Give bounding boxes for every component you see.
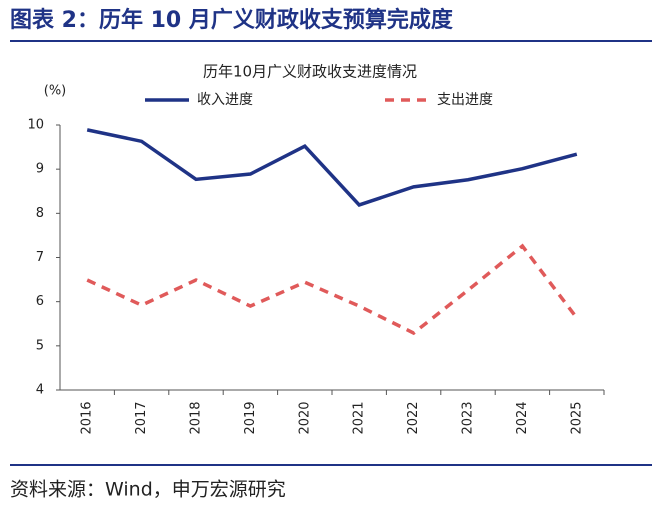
y-axis-label: (%) [44, 84, 67, 99]
x-tick-label: 2017 [134, 401, 149, 434]
y-tick-label: 4 [36, 383, 44, 398]
x-tick-label: 2016 [80, 401, 95, 434]
x-tick-label: 2018 [189, 401, 204, 434]
x-tick-label: 2022 [406, 401, 421, 434]
figure-title: 图表 2：历年 10 月广义财政收支预算完成度 [10, 7, 454, 33]
x-tick-label: 2019 [243, 401, 258, 434]
chart-title: 历年10月广义财政收支进度情况 [203, 63, 417, 81]
series-line [86, 128, 578, 207]
x-tick-label: 2023 [461, 401, 476, 434]
y-tick-label: 7 [36, 250, 44, 265]
x-tick-label: 2025 [569, 401, 584, 434]
legend-label: 收入进度 [197, 92, 253, 108]
legend-label: 支出进度 [437, 92, 493, 108]
y-tick-label: 6 [36, 294, 44, 309]
y-tick-label: 8 [36, 206, 44, 221]
x-tick-label: 2021 [352, 401, 367, 434]
x-tick-label: 2024 [515, 401, 530, 434]
y-tick-label: 5 [36, 338, 44, 353]
series-line [86, 243, 579, 336]
y-tick-label: 9 [36, 162, 44, 177]
y-tick-label: 10 [27, 118, 44, 133]
source-note: 资料来源：Wind，申万宏源研究 [10, 479, 286, 501]
x-tick-label: 2020 [297, 401, 312, 434]
